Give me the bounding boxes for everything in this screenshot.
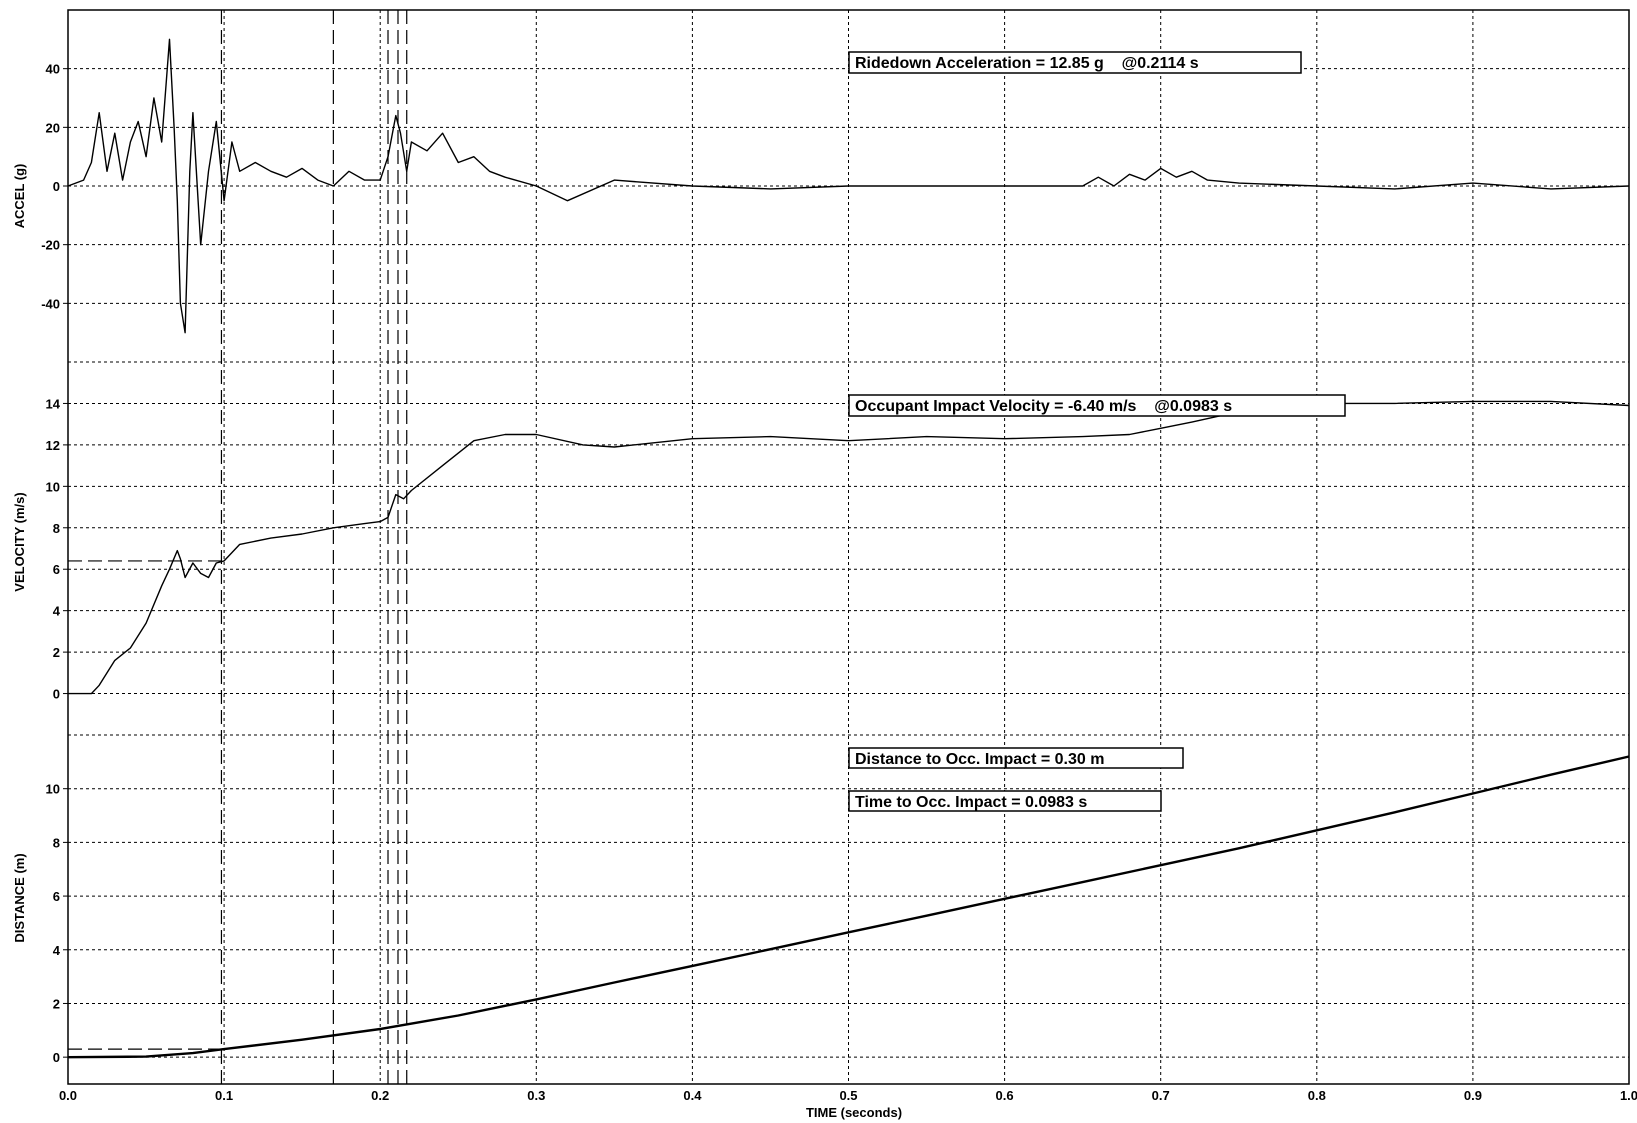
distance-y-tick-label: 8 [53, 835, 60, 850]
tick-labels: 0.0 0.1 0.2 0.3 0.4 0.5 0.6 0.7 0.8 0.9 1.040200-2… [41, 62, 1637, 1103]
distance-y-tick-label: 2 [53, 996, 60, 1011]
x-tick-label: 0.2 [371, 1088, 389, 1103]
accel-y-tick-label: 20 [46, 120, 60, 135]
velocity-y-tick-label: 10 [46, 479, 60, 494]
annotation-time-text: Time to Occ. Impact = 0.0983 s [855, 794, 1087, 811]
annotation-oiv: Occupant Impact Velocity = -6.40 m/s @0.… [848, 394, 1346, 417]
annotation-ridedown: Ridedown Acceleration = 12.85 g @0.2114 … [848, 51, 1302, 74]
x-axis-title: TIME (seconds) [806, 1105, 902, 1120]
series-layer [67, 38, 1630, 1059]
velocity-y-tick-label: 8 [53, 521, 60, 536]
x-tick-label: 0.7 [1152, 1088, 1170, 1103]
accel-y-tick-label: 40 [46, 62, 60, 77]
annotation-time-box [848, 790, 1162, 812]
accel-y-tick-label: 0 [53, 179, 60, 194]
x-tick-label: 0.1 [215, 1088, 233, 1103]
x-tick-label: 1.0 [1620, 1088, 1637, 1103]
plot-frame [67, 9, 1630, 1085]
velocity-y-tick-label: 12 [46, 438, 60, 453]
annotation-distance-text: Distance to Occ. Impact = 0.30 m [855, 751, 1104, 768]
x-tick-label: 0.6 [996, 1088, 1014, 1103]
accel-y-tick-label: -20 [41, 238, 60, 253]
distance-axis-title: DISTANCE (m) [12, 853, 27, 942]
velocity-axis-title: VELOCITY (m/s) [12, 492, 27, 591]
velocity-series-line [68, 400, 1630, 695]
velocity-y-tick-label: 4 [53, 604, 61, 619]
annotation-time: Time to Occ. Impact = 0.0983 s [848, 790, 1162, 812]
annotation-ridedown-text: Ridedown Acceleration = 12.85 g @0.2114 … [855, 55, 1199, 72]
distance-y-tick-label: 6 [53, 889, 60, 904]
distance-series-line [67, 755, 1630, 1059]
annotation-oiv-box [848, 394, 1346, 417]
grid [68, 10, 1629, 1084]
distance-y-tick-label: 10 [46, 782, 60, 797]
time-markers [68, 10, 408, 1084]
x-tick-label: 0.5 [839, 1088, 857, 1103]
velocity-y-tick-label: 14 [46, 396, 61, 411]
distance-y-tick-label: 4 [53, 943, 61, 958]
accel-series-line [67, 38, 1630, 334]
velocity-y-tick-label: 0 [53, 687, 60, 702]
velocity-y-tick-label: 2 [53, 645, 60, 660]
x-tick-label: 0.8 [1308, 1088, 1326, 1103]
x-tick-label: 0.0 [59, 1088, 77, 1103]
annotation-ridedown-box [848, 51, 1302, 74]
distance-y-tick-label: 0 [53, 1050, 60, 1065]
accel-axis-title: ACCEL (g) [12, 164, 27, 229]
annotation-distance: Distance to Occ. Impact = 0.30 m [848, 747, 1184, 769]
x-tick-label: 0.4 [683, 1088, 702, 1103]
x-tick-label: 0.3 [527, 1088, 545, 1103]
annotation-oiv-text: Occupant Impact Velocity = -6.40 m/s @0.… [855, 398, 1232, 415]
velocity-y-tick-label: 6 [53, 562, 60, 577]
x-tick-label: 0.9 [1464, 1088, 1482, 1103]
accel-y-tick-label: -40 [41, 296, 60, 311]
annotation-distance-box [848, 747, 1184, 769]
